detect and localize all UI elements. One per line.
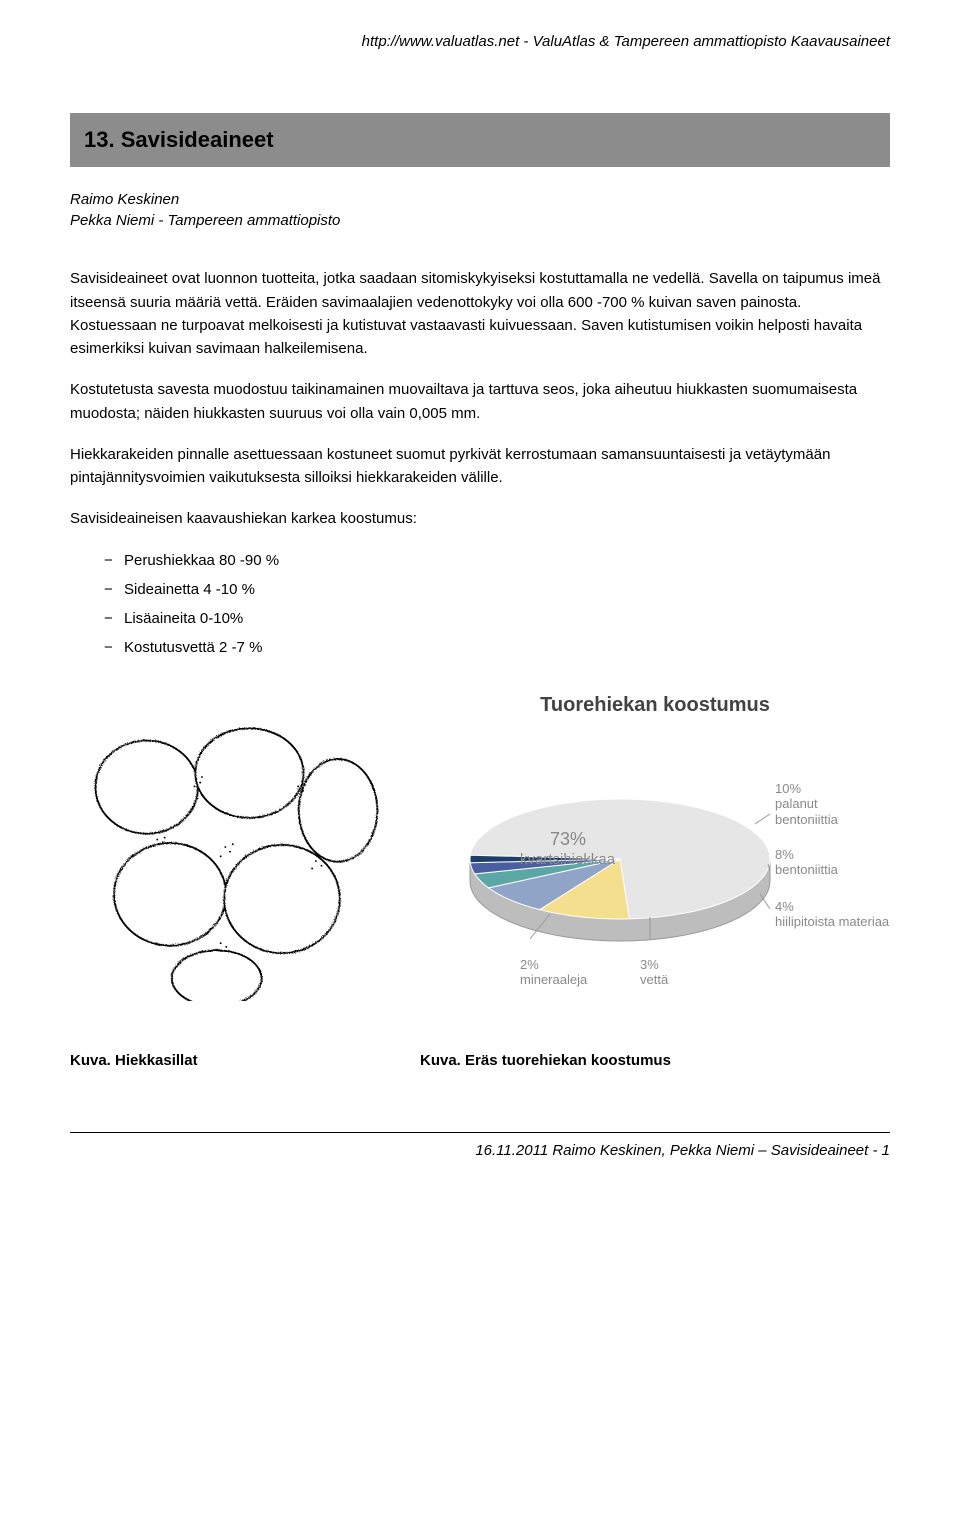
paragraph-1: Savisideaineet ovat luonnon tuotteita, j… <box>70 267 890 360</box>
figure-sand-bridges <box>70 721 390 1008</box>
pie-label-3: 3%vettä <box>640 957 668 988</box>
paragraph-4: Savisideaineisen kaavaushiekan karkea ko… <box>70 507 890 530</box>
pie-label-1: 8%bentoniittia <box>775 847 838 878</box>
list-item: Sideainetta 4 -10 % <box>104 578 890 601</box>
list-item: Lisäaineita 0-10% <box>104 607 890 630</box>
list-item: Kostutusvettä 2 -7 % <box>104 636 890 659</box>
caption-right: Kuva. Eräs tuorehiekan koostumus <box>420 1049 890 1072</box>
author-line-1: Raimo Keskinen <box>70 189 890 210</box>
page-title: 13. Savisideaineet <box>84 123 876 157</box>
title-bar: 13. Savisideaineet <box>70 113 890 167</box>
sand-bridges-svg <box>70 721 390 1001</box>
captions-row: Kuva. Hiekkasillat Kuva. Eräs tuorehieka… <box>70 1049 890 1072</box>
author-line-2: Pekka Niemi - Tampereen ammattiopisto <box>70 210 890 231</box>
pie-center-pct: 73% <box>550 829 586 851</box>
pie-label-2: 4%hiilipitoista materiaa <box>775 899 889 930</box>
figure-pie-chart: Tuorehiekan koostumus 73% kvartsihiekkaa… <box>420 690 890 1009</box>
figures-row: Tuorehiekan koostumus 73% kvartsihiekkaa… <box>70 690 890 1009</box>
pie-wrap: 73% kvartsihiekkaa 10%palanutbentoniitti… <box>420 729 880 1009</box>
header-url: http://www.valuatlas.net - ValuAtlas & T… <box>70 30 890 53</box>
pie-title: Tuorehiekan koostumus <box>420 690 890 721</box>
authors-block: Raimo Keskinen Pekka Niemi - Tampereen a… <box>70 189 890 231</box>
footer: 16.11.2011 Raimo Keskinen, Pekka Niemi –… <box>70 1132 890 1162</box>
body-text: Savisideaineet ovat luonnon tuotteita, j… <box>70 267 890 530</box>
pie-label-0: 10%palanutbentoniittia <box>775 781 838 828</box>
paragraph-3: Hiekkarakeiden pinnalle asettuessaan kos… <box>70 443 890 490</box>
list-item: Perushiekkaa 80 -90 % <box>104 549 890 572</box>
pie-label-4: 2%mineraaleja <box>520 957 587 988</box>
pie-center-txt: kvartsihiekkaa <box>520 851 615 869</box>
caption-left: Kuva. Hiekkasillat <box>70 1049 390 1072</box>
composition-list: Perushiekkaa 80 -90 % Sideainetta 4 -10 … <box>104 549 890 660</box>
paragraph-2: Kostutetusta savesta muodostuu taikinama… <box>70 378 890 425</box>
